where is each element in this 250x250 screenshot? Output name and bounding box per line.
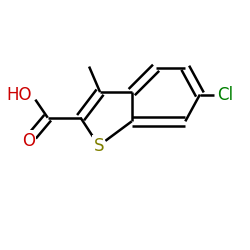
Text: HO: HO — [6, 86, 32, 103]
Text: Cl: Cl — [217, 86, 233, 103]
Text: O: O — [22, 132, 35, 150]
Text: S: S — [94, 137, 104, 155]
